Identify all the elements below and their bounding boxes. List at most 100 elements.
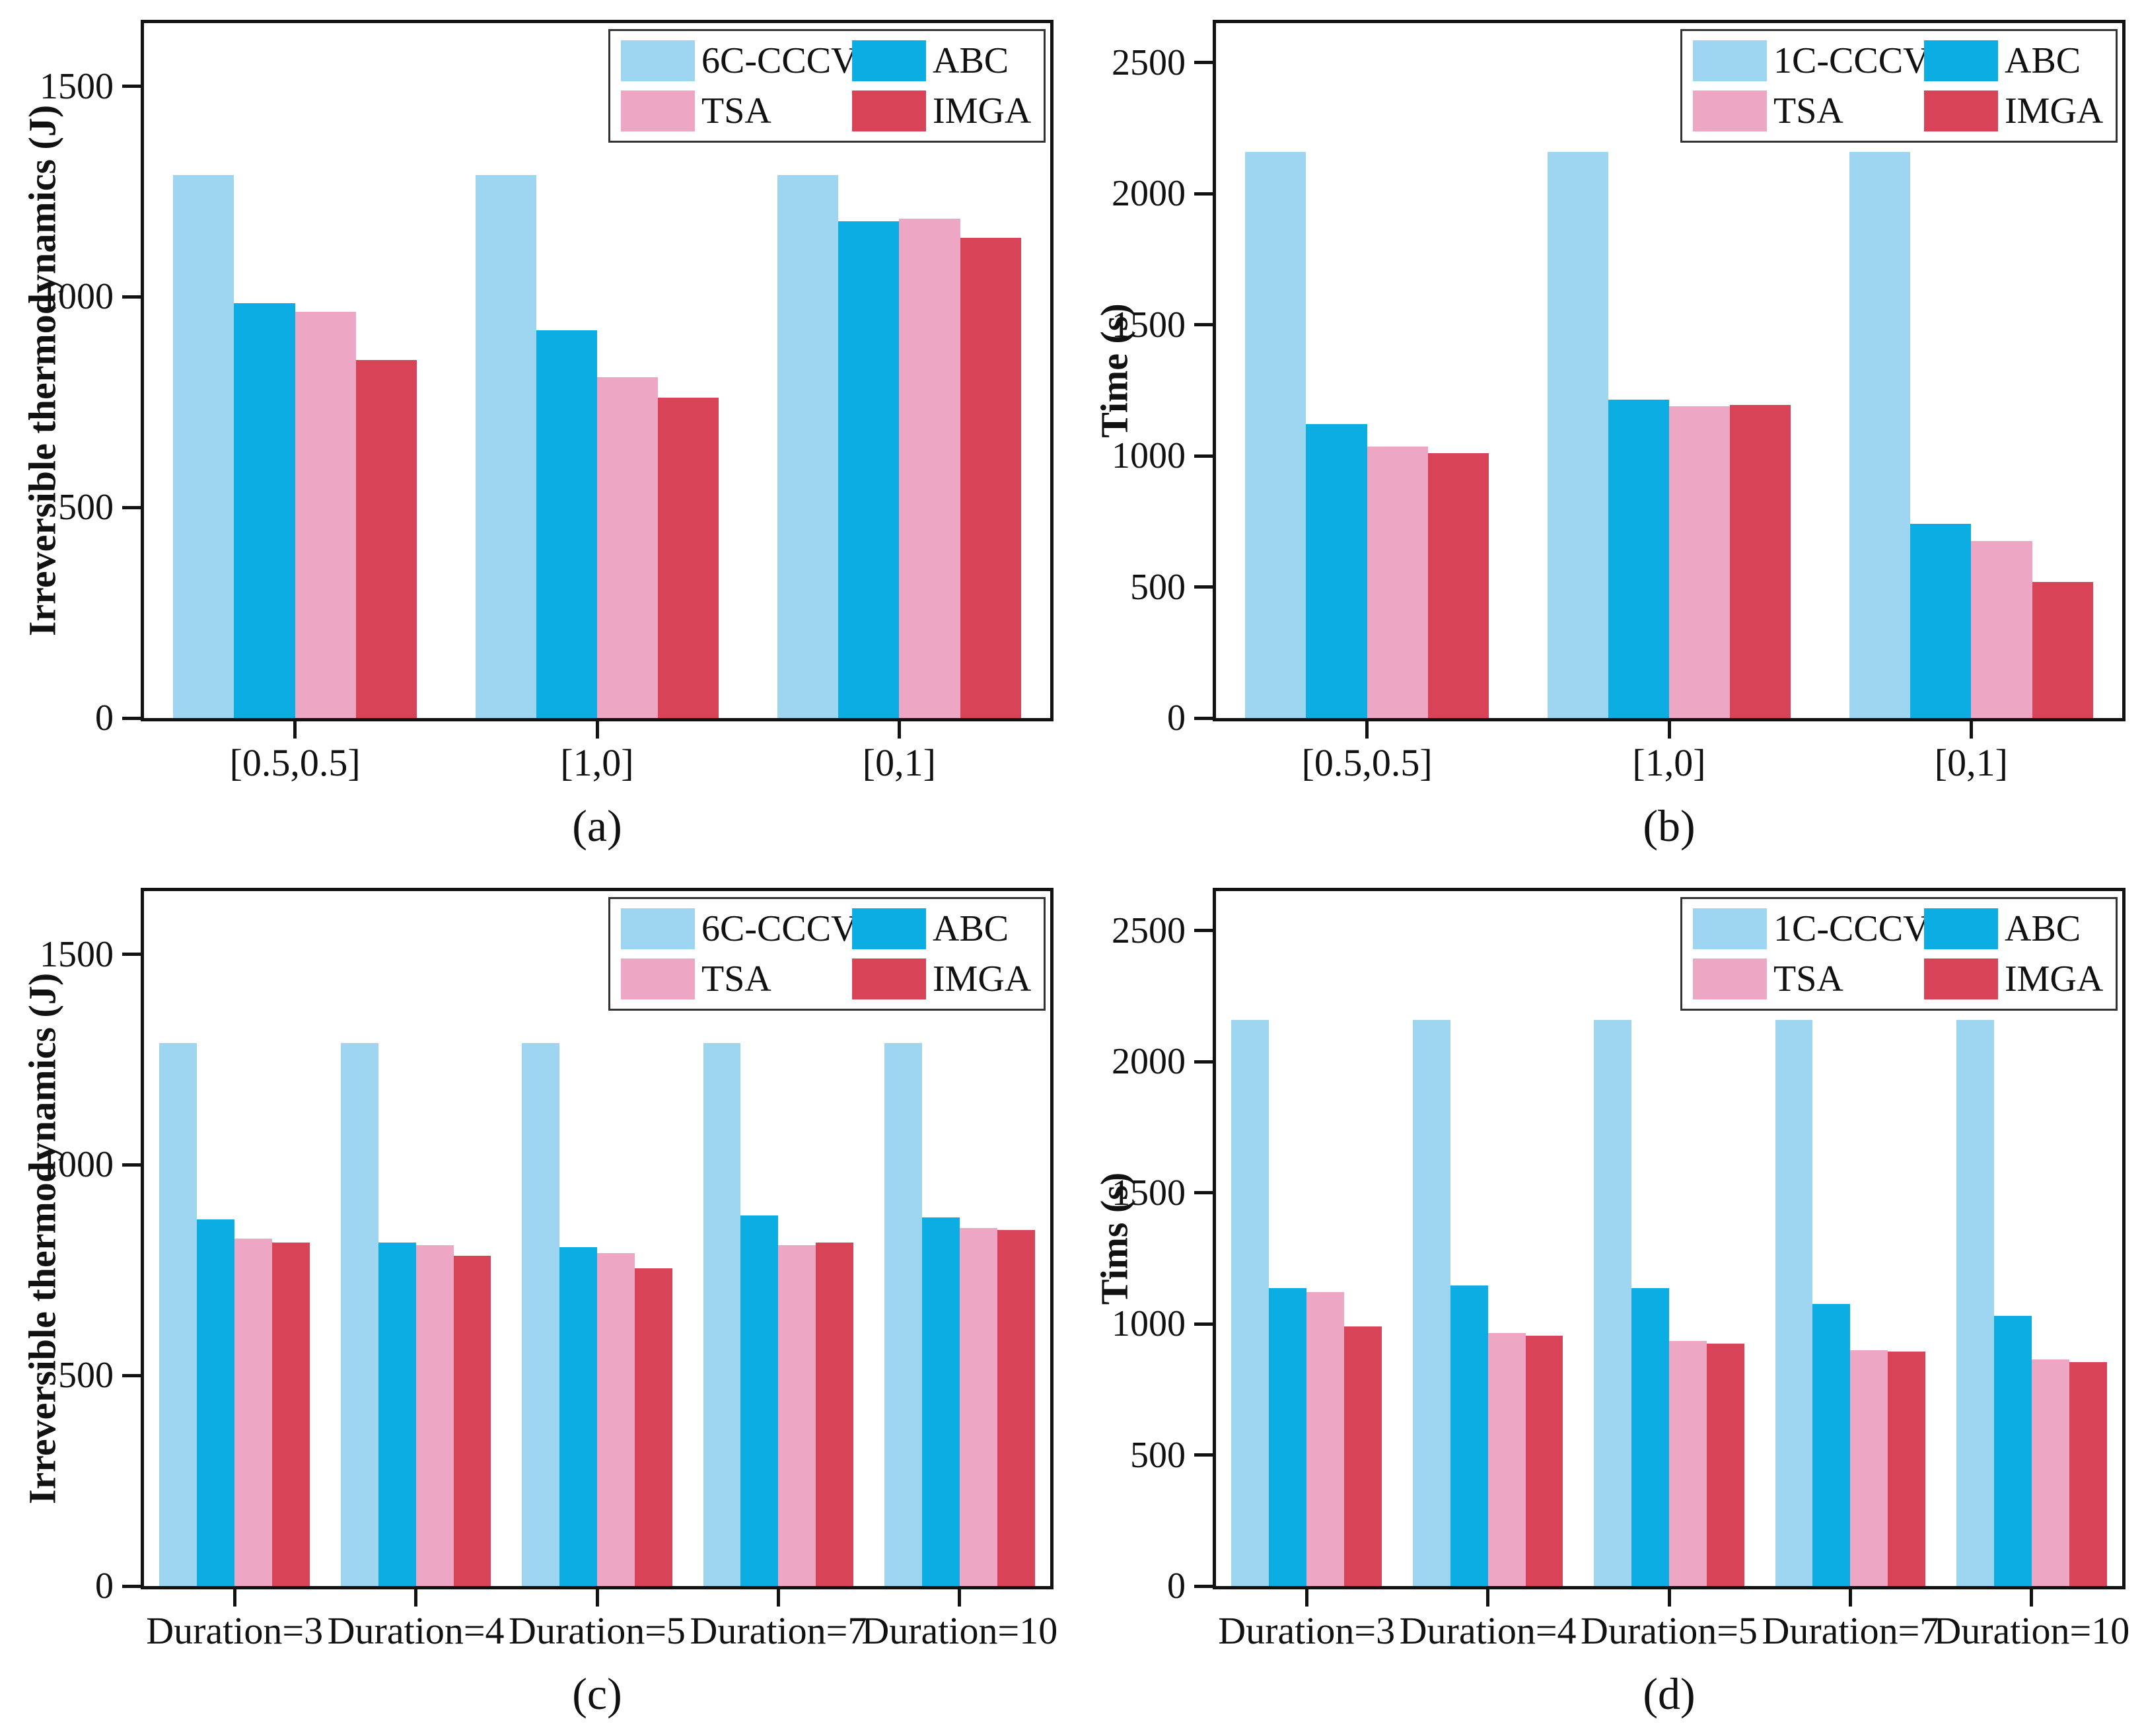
bar-imga [1888, 1351, 1926, 1586]
y-tick-label: 2500 [1112, 910, 1186, 951]
y-tick-mark [1194, 61, 1213, 65]
bar-abc [838, 221, 900, 718]
bar-tsa [1669, 1340, 1707, 1586]
x-tick-mark [776, 1589, 780, 1607]
x-category-label: Duration=10 [861, 1609, 1058, 1652]
panel-caption: (c) [572, 1669, 622, 1719]
legend-label-6c-cccv: 6C-CCCV [701, 40, 858, 81]
bar-6c-cccv [884, 1042, 922, 1586]
bar-tsa [415, 1245, 454, 1586]
y-tick-label: 1500 [1112, 304, 1186, 345]
legend: 6C-CCCV ABC TSA IMGA [608, 29, 1046, 143]
legend: 1C-CCCV ABC TSA IMGA [1680, 897, 2118, 1011]
x-category-label: Duration=4 [327, 1609, 505, 1652]
bar-1c-cccv [1547, 151, 1608, 718]
bar-abc [1631, 1288, 1669, 1586]
bar-abc [921, 1217, 960, 1586]
bar-tsa [2031, 1359, 2069, 1586]
bar-6c-cccv [159, 1042, 197, 1586]
bar-tsa [1971, 541, 2032, 718]
y-tick-mark [1194, 716, 1213, 720]
bar-1c-cccv [1775, 1019, 1813, 1586]
bar-abc [559, 1247, 597, 1586]
legend-label-tsa: TSA [701, 90, 771, 131]
legend-label-imga: IMGA [2005, 90, 2104, 131]
bar-imga [1427, 453, 1489, 718]
y-tick-label: 1000 [1112, 1303, 1186, 1345]
bar-abc [1812, 1304, 1851, 1586]
bar-tsa [1306, 1292, 1345, 1586]
x-category-label: Duration=7 [1762, 1609, 1939, 1652]
bar-imga [816, 1243, 854, 1586]
bar-abc [234, 303, 295, 718]
y-tick-mark [1194, 1453, 1213, 1457]
y-tick-mark [122, 1163, 141, 1167]
bar-tsa [295, 311, 356, 718]
y-tick-label: 1000 [1112, 435, 1186, 477]
bar-abc [536, 330, 597, 718]
x-tick-mark [1486, 1589, 1490, 1607]
y-tick-label: 1500 [1112, 1172, 1186, 1213]
bar-imga [658, 398, 719, 718]
bar-tsa [234, 1239, 273, 1586]
y-tick-label: 1500 [40, 933, 114, 975]
bar-1c-cccv [1231, 1019, 1269, 1586]
legend: 1C-CCCV ABC TSA IMGA [1680, 29, 2118, 143]
y-tick-mark [1194, 1060, 1213, 1064]
bar-tsa [1669, 406, 1731, 718]
x-tick-mark [1304, 1589, 1308, 1607]
bar-imga [997, 1230, 1035, 1586]
panel-c: Irreversible thermodynamics (J) (c) 0 500… [0, 868, 1072, 1736]
x-tick-mark [897, 721, 901, 739]
legend-swatch-imga [1924, 958, 1998, 999]
panel-caption: (a) [572, 801, 622, 851]
bar-tsa [778, 1245, 816, 1586]
legend-label-abc: ABC [933, 40, 1009, 81]
x-category-label: Duration=5 [509, 1609, 686, 1652]
legend-swatch-imga [852, 90, 926, 131]
y-axis-label: Irreversible thermodynamics (J) [20, 104, 64, 637]
legend-label-tsa: TSA [1773, 90, 1843, 131]
panel-caption: (d) [1643, 1669, 1696, 1719]
y-tick-mark [122, 716, 141, 720]
legend: 6C-CCCV ABC TSA IMGA [608, 897, 1046, 1011]
x-tick-mark [595, 1589, 599, 1607]
x-tick-mark [958, 1589, 962, 1607]
legend-label-tsa: TSA [1773, 958, 1843, 999]
y-tick-mark [1194, 192, 1213, 196]
bar-tsa [1367, 447, 1428, 718]
legend-swatch-1c-cccv [1693, 908, 1767, 949]
y-tick-mark [122, 295, 141, 299]
x-category-label: Duration=7 [690, 1609, 867, 1652]
bar-abc [1910, 524, 1972, 718]
bar-tsa [899, 219, 960, 718]
x-category-label: Duration=5 [1581, 1609, 1758, 1652]
bar-imga [2032, 581, 2093, 718]
y-tick-mark [1194, 1191, 1213, 1195]
legend-label-imga: IMGA [2005, 958, 2104, 999]
y-tick-mark [122, 505, 141, 509]
legend-swatch-1c-cccv [1693, 40, 1767, 81]
x-tick-mark [1667, 721, 1671, 739]
y-tick-mark [122, 1373, 141, 1377]
legend-swatch-6c-cccv [621, 40, 695, 81]
bar-tsa [597, 1253, 635, 1586]
x-tick-mark [1969, 721, 1973, 739]
y-tick-mark [1194, 585, 1213, 589]
bar-tsa [597, 377, 659, 718]
x-tick-mark [1365, 721, 1369, 739]
y-tick-label: 1000 [40, 276, 114, 318]
x-category-label: [0,1] [862, 741, 936, 784]
legend-swatch-abc [1924, 40, 1998, 81]
x-tick-mark [232, 1589, 236, 1607]
y-tick-mark [1194, 323, 1213, 327]
legend-swatch-abc [1924, 908, 1998, 949]
bar-imga [1525, 1335, 1563, 1586]
bar-imga [272, 1243, 310, 1586]
bar-tsa [1850, 1350, 1888, 1586]
y-tick-mark [1194, 454, 1213, 458]
bar-imga [960, 238, 1021, 718]
x-tick-mark [414, 1589, 418, 1607]
y-tick-label: 0 [1167, 1566, 1186, 1607]
bar-abc [1608, 399, 1669, 718]
